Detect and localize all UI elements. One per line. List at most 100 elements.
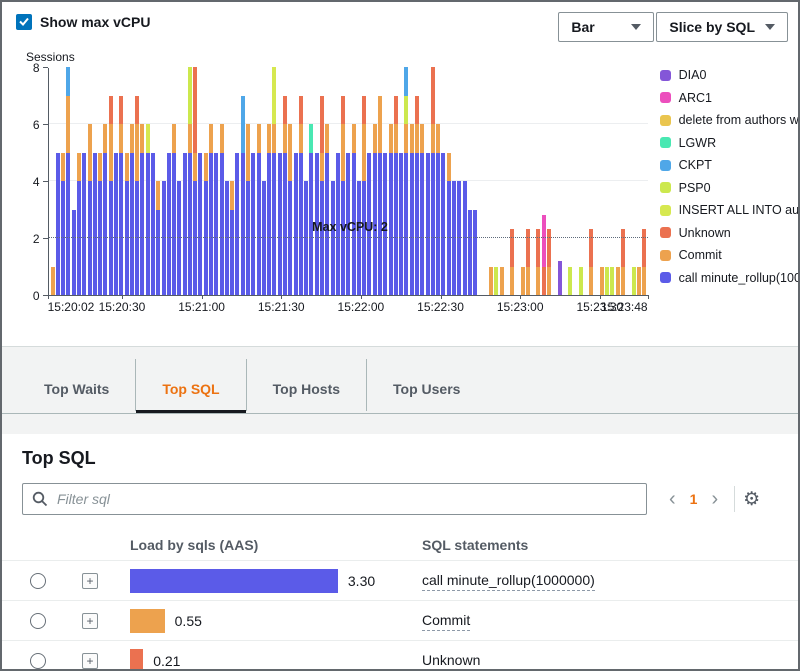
top-sql-table: Load by sqls (AAS) SQL statements +3.30 c… xyxy=(2,529,798,669)
chart-bar xyxy=(103,124,108,295)
bar-segment xyxy=(393,95,398,124)
chart-bar xyxy=(473,209,478,295)
chart-legend: DIA0 ARC1 delete from authors w LGWR CKPT PSP… xyxy=(648,68,798,314)
bar-segment xyxy=(87,181,92,295)
chart-bar xyxy=(415,95,420,295)
bar-segment xyxy=(605,266,610,295)
chart-bar xyxy=(589,229,594,295)
bar-segment xyxy=(536,266,541,295)
legend-swatch xyxy=(659,227,671,238)
chart-bar xyxy=(209,124,214,295)
chart-bar xyxy=(61,152,66,295)
bar-segment xyxy=(415,152,420,295)
next-page-button[interactable]: › xyxy=(711,488,719,510)
chart-bar xyxy=(467,209,472,295)
bar-segment xyxy=(298,95,303,124)
bar-segment xyxy=(314,152,319,295)
bar-segment xyxy=(66,152,71,295)
x-tick-mark xyxy=(201,295,203,299)
chart-bar xyxy=(124,152,129,295)
bar-segment xyxy=(108,124,113,181)
bar-segment xyxy=(620,266,625,295)
bar-segment xyxy=(436,124,441,153)
expand-row-icon[interactable]: + xyxy=(82,612,98,629)
chart-bar xyxy=(319,95,324,295)
legend-label: DIA0 xyxy=(678,68,707,82)
tab-top-waits[interactable]: Top Waits xyxy=(44,381,110,397)
sql-statement-link[interactable]: call minute_rollup(1000000) xyxy=(422,571,595,591)
bar-segment xyxy=(182,152,187,295)
bar-segment xyxy=(446,152,451,181)
legend-item: PSP0 xyxy=(659,181,798,195)
sessions-chart: 0 2 4 6 8 Max vCPU: 2 15:20:02 15:20:30 15:21:… xyxy=(2,61,798,314)
bar-segment xyxy=(578,266,583,295)
bar-segment xyxy=(156,181,161,210)
chart-bar xyxy=(240,95,245,295)
pagination: ‹ 1 › ⚙ xyxy=(661,486,760,512)
legend-swatch xyxy=(659,204,671,216)
pagination-divider xyxy=(734,486,736,512)
legend-label: INSERT ALL INTO au xyxy=(678,203,798,217)
bar-segment xyxy=(409,152,414,295)
chart-bar xyxy=(50,266,55,295)
chart-bar xyxy=(108,95,113,295)
bar-segment xyxy=(393,124,398,153)
bar-segment xyxy=(209,124,214,153)
tab-divider xyxy=(366,359,368,411)
chart-bar xyxy=(182,152,187,295)
chart-bar xyxy=(304,181,309,295)
bar-segment xyxy=(642,266,647,295)
load-aas-value: 0.21 xyxy=(153,652,181,669)
check-icon xyxy=(19,13,29,31)
chevron-down-icon xyxy=(765,24,775,30)
chart-bar xyxy=(578,266,583,295)
expand-row-icon[interactable]: + xyxy=(82,572,98,589)
chart-bar xyxy=(356,181,361,295)
filter-sql-input[interactable] xyxy=(22,483,647,515)
bar-segment xyxy=(388,152,393,295)
chevron-down-icon xyxy=(631,24,642,30)
chart-bar xyxy=(235,152,240,295)
chart-bar xyxy=(520,266,525,295)
x-tick-label: 15:20:02 xyxy=(47,300,95,314)
bar-segment xyxy=(599,266,604,295)
bar-segment xyxy=(224,181,229,295)
chart-type-dropdown[interactable]: Bar xyxy=(558,12,655,42)
chart-bar xyxy=(557,260,562,295)
bar-segment xyxy=(541,266,546,295)
sql-statement-link[interactable]: Commit xyxy=(422,611,471,631)
chart-bar xyxy=(267,124,272,295)
tab-top-hosts[interactable]: Top Hosts xyxy=(272,381,341,397)
bar-segment xyxy=(119,124,124,153)
chart-bar xyxy=(272,67,277,295)
tab-top-sql[interactable]: Top SQL xyxy=(136,366,245,413)
bar-segment xyxy=(404,95,409,124)
row-radio-button[interactable] xyxy=(30,612,46,629)
bar-segment xyxy=(166,152,171,295)
x-tick-label: 15:22:30 xyxy=(417,300,464,314)
bar-segment xyxy=(203,152,208,181)
expand-row-icon[interactable]: + xyxy=(82,652,98,669)
legend-item: DIA0 xyxy=(659,68,798,82)
legend-item: CKPT xyxy=(659,158,798,172)
bar-segment xyxy=(282,124,287,153)
show-max-vcpu-checkbox[interactable] xyxy=(16,14,32,30)
row-radio-button[interactable] xyxy=(30,572,46,589)
load-aas-bar xyxy=(130,608,165,633)
sql-statement-link[interactable]: Unknown xyxy=(422,651,481,669)
row-radio-button[interactable] xyxy=(30,652,46,669)
bar-segment xyxy=(209,152,214,295)
bar-segment xyxy=(325,124,330,153)
page-number[interactable]: 1 xyxy=(689,491,698,507)
filter-box xyxy=(22,483,647,515)
tab-top-users[interactable]: Top Users xyxy=(393,381,461,397)
x-tick-label: 15:21:30 xyxy=(257,300,305,314)
top-controls: Show max vCPU Bar Slice by SQL xyxy=(2,2,798,42)
chart-bar xyxy=(547,229,552,295)
previous-page-button[interactable]: ‹ xyxy=(669,488,676,510)
gear-icon[interactable]: ⚙ xyxy=(743,488,761,510)
slice-by-dropdown[interactable]: Slice by SQL xyxy=(656,12,788,42)
bar-segment xyxy=(66,95,71,153)
chart-bar xyxy=(510,229,515,295)
chart-bar xyxy=(177,181,182,295)
